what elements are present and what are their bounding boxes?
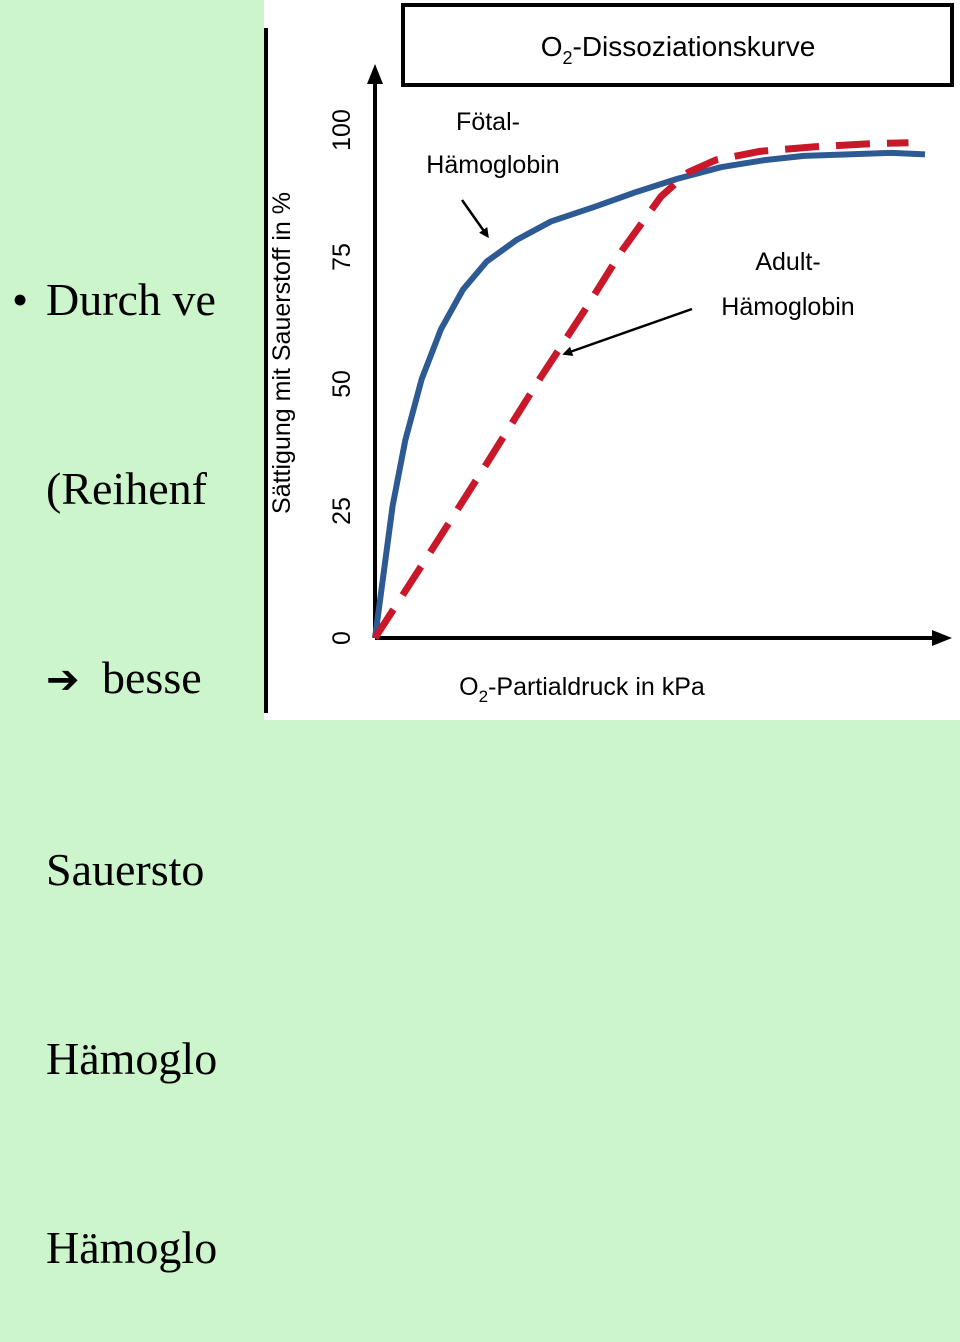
text-fragment: besse: [102, 652, 202, 703]
x-axis-arrow-icon: [932, 630, 952, 646]
adult-label-line2: Hämoglobin: [721, 293, 854, 321]
fetal-label-line2: Hämoglobin: [426, 151, 559, 179]
text-line-2: (Reihenf: [12, 457, 217, 520]
fetal-pointer-arrow: [460, 199, 489, 239]
chart-title: O2-Dissoziationskurve: [541, 31, 816, 68]
adult-label-line1: Adult-: [755, 248, 820, 276]
chart-title-box: [401, 3, 954, 87]
y-tick-label-0: 0: [328, 631, 356, 645]
arrow-right-icon: ➔: [46, 657, 80, 703]
series-lines: [372, 139, 926, 640]
x-axis-label: O2-Partialdruck in kPa: [459, 673, 705, 706]
series-line-adult: [372, 139, 909, 640]
y-axis-arrow-icon: [367, 64, 383, 84]
y-tick-label-100: 100: [328, 109, 356, 151]
dissociation-chart: O2-Dissoziationskurve Sättigung mit Saue…: [268, 3, 954, 706]
y-tick-label-75: 75: [328, 243, 356, 271]
text-fragment: Hämoglo: [46, 1222, 218, 1273]
text-fragment: Durch ve: [46, 274, 216, 325]
y-tick-labels: 0 25 50 75 100: [328, 109, 356, 645]
text-fragment: Hämoglo: [46, 1033, 218, 1084]
text-line-4: Sauersto: [12, 838, 217, 901]
text-line-3: ➔ besse: [12, 646, 217, 712]
y-axis-label: Sättigung mit Sauerstoff in %: [268, 192, 296, 514]
figure-left-border: [264, 28, 268, 713]
y-tick-label-50: 50: [328, 370, 356, 398]
text-line-5: Hämoglo: [12, 1027, 217, 1090]
text-line-1: • Durch ve: [12, 268, 217, 331]
text-line-6: Hämoglo: [12, 1216, 217, 1279]
fetal-label-line1: Fötal-: [456, 108, 520, 136]
series-line-fetal: [372, 149, 926, 639]
text-fragment: Sauersto: [46, 844, 205, 895]
text-fragment: (Reihenf: [46, 463, 207, 514]
y-tick-label-25: 25: [328, 497, 356, 525]
adult-pointer-arrow: [562, 307, 693, 357]
bullet-point: •: [12, 274, 29, 325]
